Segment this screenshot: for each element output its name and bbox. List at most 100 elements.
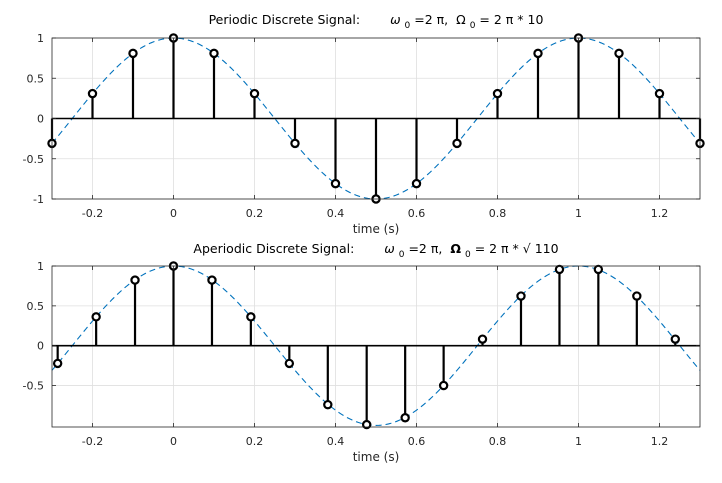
stem-sample bbox=[614, 48, 624, 119]
stem-sample bbox=[128, 48, 138, 119]
stem-marker bbox=[400, 413, 410, 423]
stem-marker bbox=[632, 291, 642, 301]
x-tick-label: 0.6 bbox=[408, 207, 426, 220]
stem-marker bbox=[249, 88, 260, 99]
y-tick-label: -0.5 bbox=[23, 380, 44, 393]
x-tick-label: -0.2 bbox=[82, 207, 103, 220]
stem-marker bbox=[284, 358, 295, 369]
x-tick-label: 1 bbox=[575, 435, 582, 448]
y-tick-label: 0.5 bbox=[27, 72, 45, 85]
stem-marker bbox=[91, 312, 101, 322]
y-tick-labels: -0.5 0 0.5 1 bbox=[23, 260, 700, 393]
stem-marker bbox=[323, 399, 333, 410]
stem-sample bbox=[438, 345, 449, 391]
cosine-envelope-line bbox=[51, 265, 701, 426]
title-omega-subscript: 0 bbox=[405, 21, 411, 31]
x-tick-labels: -0.2 0 0.2 0.4 0.6 0.8 1 1.2 bbox=[82, 38, 668, 220]
x-tick-label: 0.4 bbox=[327, 435, 345, 448]
title-omega-rest: =2 π, bbox=[408, 241, 442, 256]
stem-marker bbox=[207, 275, 217, 285]
stem-sample bbox=[130, 275, 140, 346]
stem-sample bbox=[87, 88, 98, 119]
chart-title: Aperiodic Discrete Signal: ω 0 =2 π, Ω 0… bbox=[193, 241, 558, 260]
stem-sample bbox=[209, 48, 219, 119]
y-tick-label: 1 bbox=[37, 260, 44, 273]
stem-sample bbox=[330, 118, 341, 189]
stem-marker bbox=[130, 275, 140, 285]
stem-sample bbox=[400, 345, 410, 423]
x-tick-label: 1.2 bbox=[651, 207, 669, 220]
stem-marker bbox=[654, 88, 665, 99]
stem-sample bbox=[91, 312, 101, 346]
x-tick-label: -0.2 bbox=[82, 435, 103, 448]
title-text: Periodic Discrete Signal: bbox=[209, 12, 361, 27]
stem-marker bbox=[438, 380, 449, 391]
stem-sample bbox=[516, 291, 526, 346]
stem-marker bbox=[411, 178, 422, 189]
stem-marker bbox=[330, 178, 341, 189]
stem-marker bbox=[246, 312, 256, 322]
stem-marker bbox=[128, 48, 138, 59]
stem-marker bbox=[670, 334, 680, 344]
x-tick-label: 0.6 bbox=[408, 435, 426, 448]
stem-series bbox=[52, 261, 680, 430]
x-tick-label: 1.2 bbox=[651, 435, 669, 448]
stem-marker bbox=[52, 358, 63, 369]
x-axis-label: time (s) bbox=[353, 222, 400, 236]
y-tick-label: 0.5 bbox=[27, 300, 45, 313]
y-tick-label: 0 bbox=[37, 113, 44, 126]
stem-sample bbox=[492, 88, 503, 119]
x-axis-label: time (s) bbox=[353, 450, 400, 464]
x-tick-label: 0 bbox=[170, 435, 177, 448]
stem-sample bbox=[654, 88, 665, 119]
stem-sample bbox=[533, 48, 543, 119]
x-tick-label: 0.2 bbox=[246, 435, 264, 448]
title-omega-subscript: 0 bbox=[399, 250, 405, 260]
title-Omega-symbol: Ω bbox=[456, 12, 466, 27]
stem-marker bbox=[209, 48, 219, 59]
title-Omega-subscript: 0 bbox=[470, 21, 476, 31]
title-Omega-rest: = 2 π * 10 bbox=[479, 12, 543, 27]
stem-marker bbox=[492, 88, 503, 99]
stem-sample bbox=[452, 118, 462, 149]
stem-marker bbox=[477, 334, 488, 344]
periodic-signal-plot: -0.2 0 0.2 0.4 0.6 0.8 1 1.2 -1 -0.5 0 0.5 1 time (… bbox=[23, 12, 705, 236]
stem-sample bbox=[361, 345, 372, 430]
axes-box bbox=[51, 265, 701, 428]
stem-marker bbox=[87, 88, 98, 99]
y-tick-labels: -1 -0.5 0 0.5 1 bbox=[23, 32, 700, 206]
y-tick-label: 0 bbox=[37, 340, 44, 353]
aperiodic-signal-plot: -0.2 0 0.2 0.4 0.6 0.8 1 1.2 -0.5 0 0.5 1 time (s)… bbox=[23, 241, 701, 464]
title-Omega-rest: = 2 π * √ 110 bbox=[475, 241, 559, 256]
title-omega-rest: =2 π, bbox=[414, 12, 448, 27]
stem-marker bbox=[516, 291, 526, 301]
stem-sample bbox=[632, 291, 642, 346]
stem-sample bbox=[411, 118, 422, 189]
stem-sample bbox=[52, 345, 63, 369]
x-tick-label: 0.8 bbox=[489, 435, 507, 448]
x-tick-label: 1 bbox=[575, 207, 582, 220]
x-tick-label: 0 bbox=[170, 207, 177, 220]
x-tick-label: 0.8 bbox=[489, 207, 507, 220]
stem-marker bbox=[614, 48, 624, 59]
title-omega-symbol: ω bbox=[384, 241, 394, 256]
stem-marker bbox=[533, 48, 543, 59]
x-tick-label: 0.2 bbox=[246, 207, 264, 220]
stem-marker bbox=[593, 264, 604, 275]
stem-sample bbox=[284, 345, 295, 369]
y-tick-label: -0.5 bbox=[23, 153, 44, 166]
stem-series bbox=[47, 33, 705, 204]
stem-marker bbox=[361, 419, 372, 430]
stem-marker bbox=[290, 138, 300, 149]
title-text: Aperiodic Discrete Signal: bbox=[193, 241, 354, 256]
title-omega-symbol: ω bbox=[390, 12, 400, 27]
stem-marker bbox=[452, 138, 462, 149]
stem-sample bbox=[323, 345, 333, 410]
stem-sample bbox=[249, 88, 260, 119]
y-tick-label: -1 bbox=[33, 193, 44, 206]
stem-sample bbox=[207, 275, 217, 346]
x-tick-labels: -0.2 0 0.2 0.4 0.6 0.8 1 1.2 bbox=[82, 266, 668, 448]
stem-sample bbox=[477, 334, 488, 346]
title-Omega-subscript: 0 bbox=[465, 250, 471, 260]
